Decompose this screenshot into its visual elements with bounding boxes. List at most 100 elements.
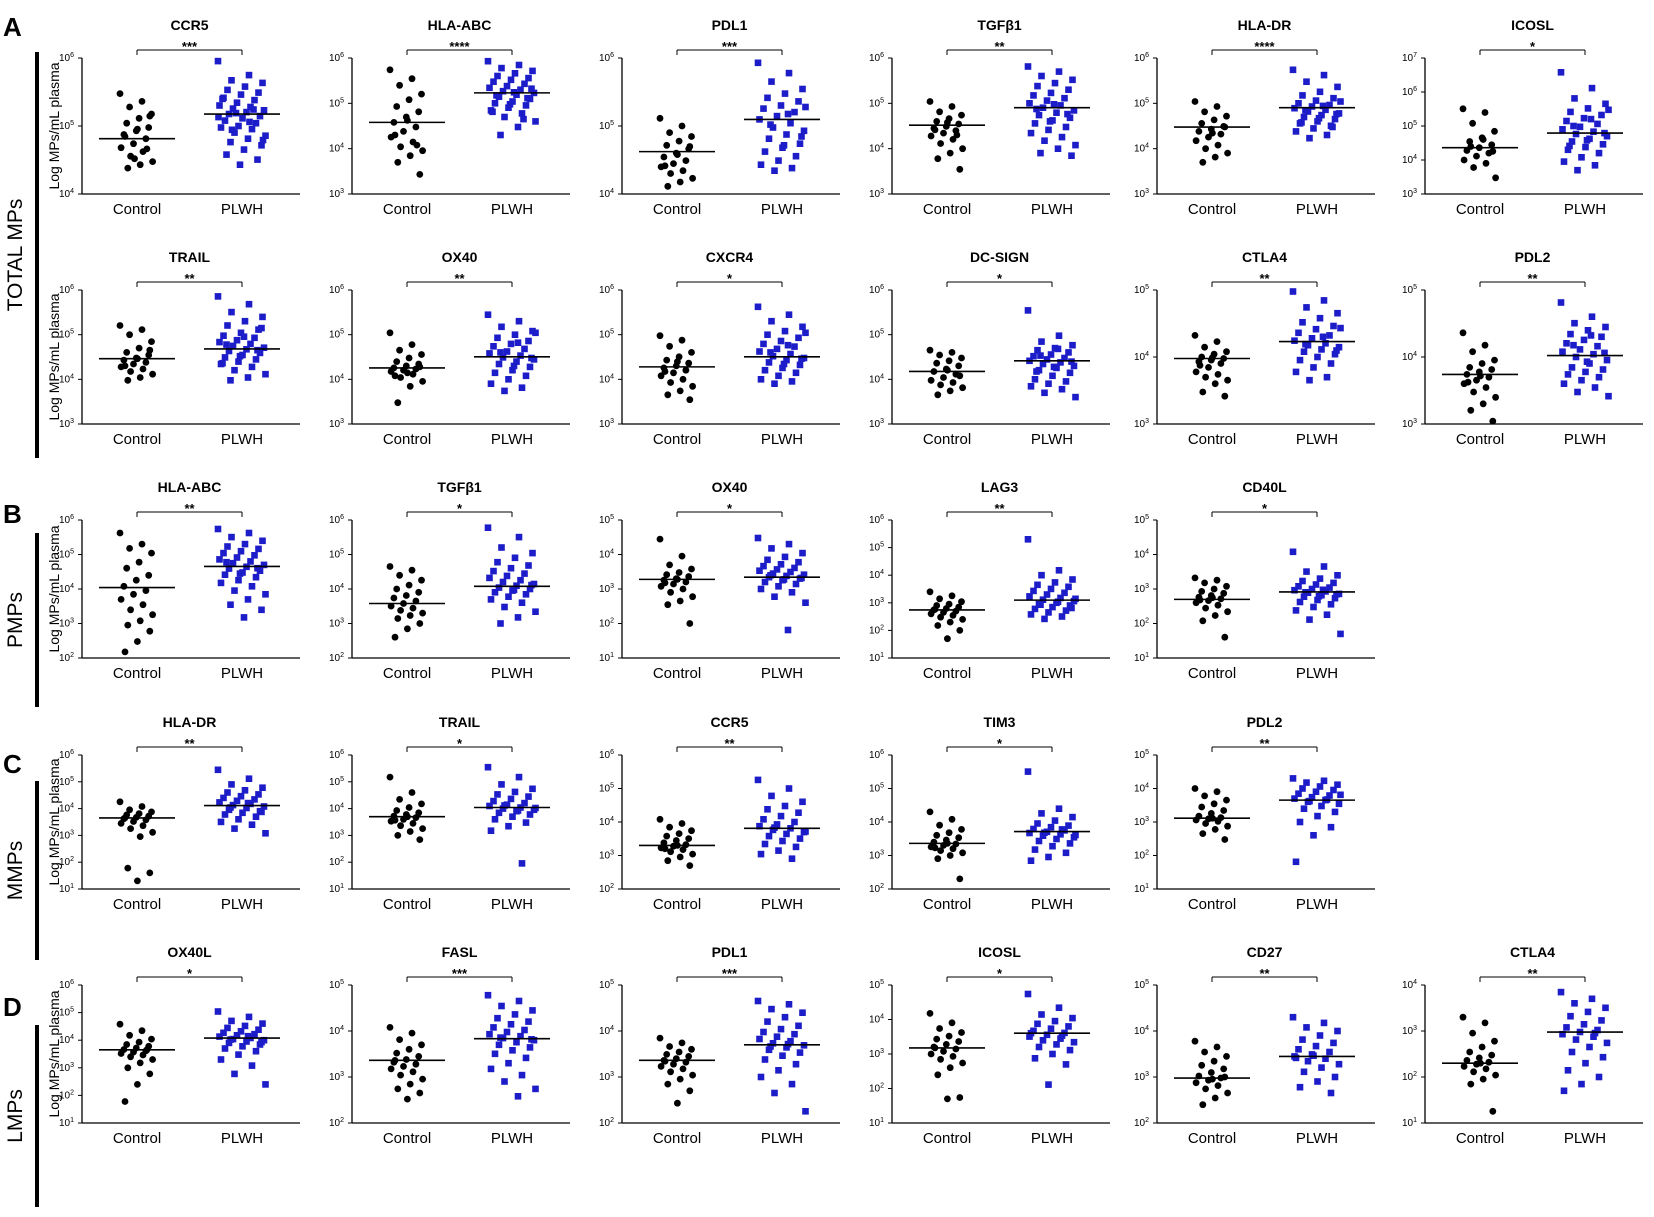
chart-23-plwh-point [239,1043,246,1050]
chart-2-y-tick-label: 103 [329,188,344,200]
chart-15-plwh-point [780,576,788,583]
chart-2-control-point [394,158,402,166]
chart-5-control-point [1195,127,1203,135]
chart-10-x-label-control: Control [923,431,971,448]
chart-14-plwh-point [529,549,536,557]
chart-5-significance: **** [1254,39,1275,54]
chart-10-plwh-point [1039,360,1047,368]
chart-3-plwh-point [764,94,771,102]
chart-14-control-point [419,609,426,617]
panel-letter-a: A [3,12,22,42]
chart-22-plwh-point [1334,781,1341,788]
chart-21-plwh-point [1034,820,1041,827]
chart-7-plwh-point [251,334,258,342]
chart-19-control-point [408,789,416,796]
chart-14-plwh-point [518,599,526,606]
chart-8-y-tick-label: 106 [329,284,344,296]
chart-7-plwh-point [214,293,222,300]
chart-7-plwh-point [259,313,266,321]
chart-12-plwh-point [1601,349,1608,357]
chart-13-control-point [126,545,133,552]
chart-7-control-point [121,362,129,370]
chart-23-control-point [116,1020,124,1028]
chart-17-plwh-point [1296,598,1304,606]
chart-28-plwh-point [1584,1008,1592,1016]
chart-23-control-point [139,1051,147,1059]
chart-13-plwh-point [251,552,258,559]
chart-19-plwh-point [529,785,536,793]
chart-5-plwh-point [1310,125,1317,132]
chart-9-plwh-point [780,360,788,368]
chart-21-control-point [955,834,963,842]
chart-15-plwh-point [767,572,774,579]
chart-7-plwh-point [220,332,227,339]
chart-13-plwh-point [225,565,233,572]
chart-12-control-point [1485,373,1493,381]
chart-3-control-point [660,153,668,161]
chart-27-plwh-point [1331,1073,1339,1081]
chart-10-control-point [937,381,944,389]
chart-12-plwh-point [1599,366,1607,373]
chart-20-control-point [678,820,686,827]
chart-25-plwh-point [799,1009,806,1016]
chart-24-control-point [419,1075,426,1083]
chart-10-control-point [945,357,953,365]
chart-1-plwh-point [254,156,261,163]
chart-9-control-point [664,391,672,399]
chart-12-x-label-control: Control [1456,431,1504,448]
chart-25-title: PDL1 [712,944,748,960]
chart-3-plwh-point [754,59,762,67]
chart-10-plwh-point [1058,385,1066,393]
chart-9-control-point [676,387,684,395]
chart-14-plwh-point [521,570,528,577]
chart-4-plwh-point [1064,110,1071,118]
chart-17-plwh-point [1331,594,1339,602]
chart-16-y-tick-label: 101 [869,652,884,664]
chart-25-plwh-point [756,1035,763,1043]
chart-9-plwh-point [768,317,775,325]
chart-28-control-point [1489,1107,1497,1115]
chart-26-plwh-point [1034,1020,1041,1028]
chart-6-plwh-point [1588,84,1596,92]
chart-13-control-point [124,621,132,629]
chart-5-x-label-control: Control [1188,201,1236,218]
chart-1-control-point [124,164,132,172]
chart-13-control-point [148,549,155,557]
chart-19-plwh-point [521,799,528,807]
chart-13-significance: ** [184,501,195,516]
chart-17-x-label-plwh: PLWH [1296,665,1338,682]
chart-11-plwh-point [1330,322,1337,330]
chart-26-control-point [934,1071,942,1079]
chart-2-plwh-point [517,86,524,93]
chart-14-x-label-plwh: PLWH [491,665,533,682]
chart-2-plwh-point [514,123,522,131]
chart-22-plwh-point [1310,832,1317,839]
chart-11-control-point [1202,373,1209,381]
chart-26-title: ICOSL [978,944,1021,960]
chart-27-title: CD27 [1247,944,1283,960]
chart-11-plwh-point [1322,340,1329,347]
chart-28-plwh-point [1564,1067,1572,1074]
chart-2-plwh-point [490,78,497,85]
chart-9-control-point [679,375,687,383]
chart-12-plwh-point [1563,340,1570,347]
chart-23-control-point [121,1098,129,1105]
chart-1-plwh-point [244,135,252,142]
chart-10-control-point [933,359,941,367]
chart-21-x-label-plwh: PLWH [1031,896,1073,913]
chart-10-plwh-point [1043,356,1051,363]
chart-17-plwh-point [1315,592,1323,600]
chart-15-plwh-point [787,568,794,576]
chart-2-control-point [391,131,399,139]
chart-20-plwh-point [757,850,765,858]
chart-21-control-point [937,847,944,854]
chart-13-plwh-point [252,573,260,581]
chart-1-plwh-point [252,119,260,127]
chart-3-plwh-point [777,102,785,109]
chart-25-plwh-point [791,1030,798,1038]
chart-15-plwh-point [756,567,763,574]
chart-16-y-tick-label: 105 [869,542,884,554]
chart-21-plwh-point [1049,842,1056,850]
chart-23-plwh-point [258,1038,265,1046]
chart-2-x-label-control: Control [383,201,431,218]
